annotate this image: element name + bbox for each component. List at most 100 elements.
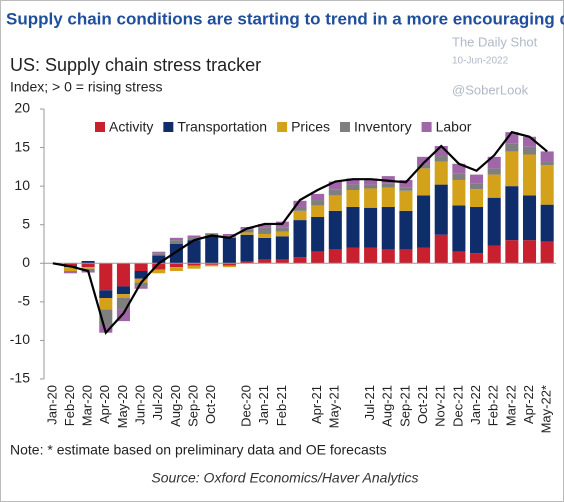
bar-segment xyxy=(364,247,378,264)
x-tick-label: Dec-21 xyxy=(450,385,465,427)
y-tick-label: 20 xyxy=(14,100,30,116)
bar-segment xyxy=(452,163,466,174)
bar-segment xyxy=(346,184,360,190)
bar-segment xyxy=(240,234,254,262)
bar-segment xyxy=(452,179,466,206)
bar-segment xyxy=(346,190,360,207)
bar-segment xyxy=(311,193,325,201)
bar-segment xyxy=(470,189,484,207)
bar-segment xyxy=(540,204,554,242)
x-tick-label: Jul-21 xyxy=(362,385,377,420)
bar-segment xyxy=(116,309,130,322)
bar-segment xyxy=(205,264,219,267)
x-tick-label: Aug-21 xyxy=(380,385,395,427)
x-tick-label: Apr-22 xyxy=(521,385,536,424)
bar-segment xyxy=(81,268,95,271)
bar-segment xyxy=(434,234,448,264)
x-tick-label: May-20 xyxy=(115,385,130,428)
bar-segment xyxy=(522,136,537,147)
bar-segment xyxy=(222,265,236,268)
bar-segment xyxy=(487,174,501,198)
bar-segment xyxy=(505,132,519,144)
bar-segment xyxy=(434,156,448,162)
watermark-date: 10-Jun-2022 xyxy=(452,56,509,67)
bar-segment xyxy=(487,245,501,264)
x-tick-label: Jan-21 xyxy=(256,385,271,425)
bar-segment xyxy=(328,249,342,264)
y-tick-label: 10 xyxy=(14,177,30,193)
header: Supply chain conditions are starting to … xyxy=(6,9,564,28)
x-tick-label: Nov-21 xyxy=(433,385,448,427)
bar-segment xyxy=(434,184,448,235)
bar-segment xyxy=(434,146,448,157)
bar-segment xyxy=(152,253,166,256)
bar-segment xyxy=(240,261,254,264)
bar-segment xyxy=(399,179,413,188)
bar-segment xyxy=(134,271,148,279)
y-tick-label: 5 xyxy=(22,215,30,231)
bar-segment xyxy=(417,156,431,165)
bar-segment xyxy=(540,161,554,166)
bar-segment xyxy=(63,263,78,266)
bar-segment xyxy=(293,206,307,211)
x-tick-label: May-22* xyxy=(539,385,554,433)
legend-swatch xyxy=(340,122,350,132)
x-tick-label: Dec-20 xyxy=(238,385,253,427)
bar-segment xyxy=(240,232,254,235)
bar-segment xyxy=(540,241,554,264)
chart-title: US: Supply chain stress tracker xyxy=(10,55,261,75)
bar-segment xyxy=(63,267,78,271)
y-tick-label: -10 xyxy=(10,331,30,347)
bar-segment xyxy=(540,165,554,205)
bar-segment xyxy=(275,227,289,232)
bar-segment xyxy=(417,195,431,248)
bar-segment xyxy=(381,187,395,207)
bar-segment xyxy=(258,233,272,238)
bar-segment xyxy=(205,233,219,234)
watermark-handle: @SoberLook xyxy=(452,82,529,97)
bar-segment xyxy=(63,271,78,274)
x-tick-label: Apr-21 xyxy=(309,385,324,424)
bar-segment xyxy=(487,156,501,169)
bar-segment xyxy=(187,263,201,266)
bar-segment xyxy=(134,286,148,289)
bar-segment xyxy=(381,183,395,188)
total-line xyxy=(52,130,548,335)
legend-swatch xyxy=(277,122,288,132)
bar-segment xyxy=(169,237,183,241)
x-tick-label: Feb-21 xyxy=(274,385,289,426)
bar-segment xyxy=(152,263,166,270)
legend-label: Transportation xyxy=(177,119,267,135)
bar-segment xyxy=(470,183,484,190)
bar-segment xyxy=(275,236,289,260)
x-tick-label: Apr-20 xyxy=(97,385,112,424)
x-tick-label: Jan-22 xyxy=(468,385,483,425)
legend-label: Activity xyxy=(109,119,153,135)
bar-segment xyxy=(99,263,113,291)
x-tick-label: Mar-22 xyxy=(503,385,518,426)
bar-segment xyxy=(258,259,272,264)
bar-segment xyxy=(205,263,219,265)
bar-segment xyxy=(187,235,201,238)
bar-segment xyxy=(293,257,307,264)
note: Note: * estimate based on preliminary da… xyxy=(10,442,387,458)
bar-segment xyxy=(222,233,236,236)
bar-segment xyxy=(328,189,342,196)
bar-segment xyxy=(116,298,130,310)
x-tick-label: Mar-20 xyxy=(80,385,95,426)
bar-segment xyxy=(417,168,431,196)
bar-segment xyxy=(81,263,95,268)
bar-segment xyxy=(169,240,183,244)
bar-segment xyxy=(99,298,113,310)
bar-segment xyxy=(258,237,272,260)
source: Source: Oxford Economics/Haver Analytics xyxy=(151,470,418,486)
bar-segment xyxy=(417,164,431,169)
bar-segment xyxy=(258,223,272,228)
bar-segment xyxy=(258,227,272,234)
x-tick-label: Oct-20 xyxy=(203,385,218,424)
bar-segment xyxy=(275,259,289,264)
x-tick-label: Oct-21 xyxy=(415,385,430,424)
bar-segment xyxy=(505,151,519,187)
bar-segment xyxy=(116,263,130,287)
bar-segment xyxy=(487,197,501,246)
